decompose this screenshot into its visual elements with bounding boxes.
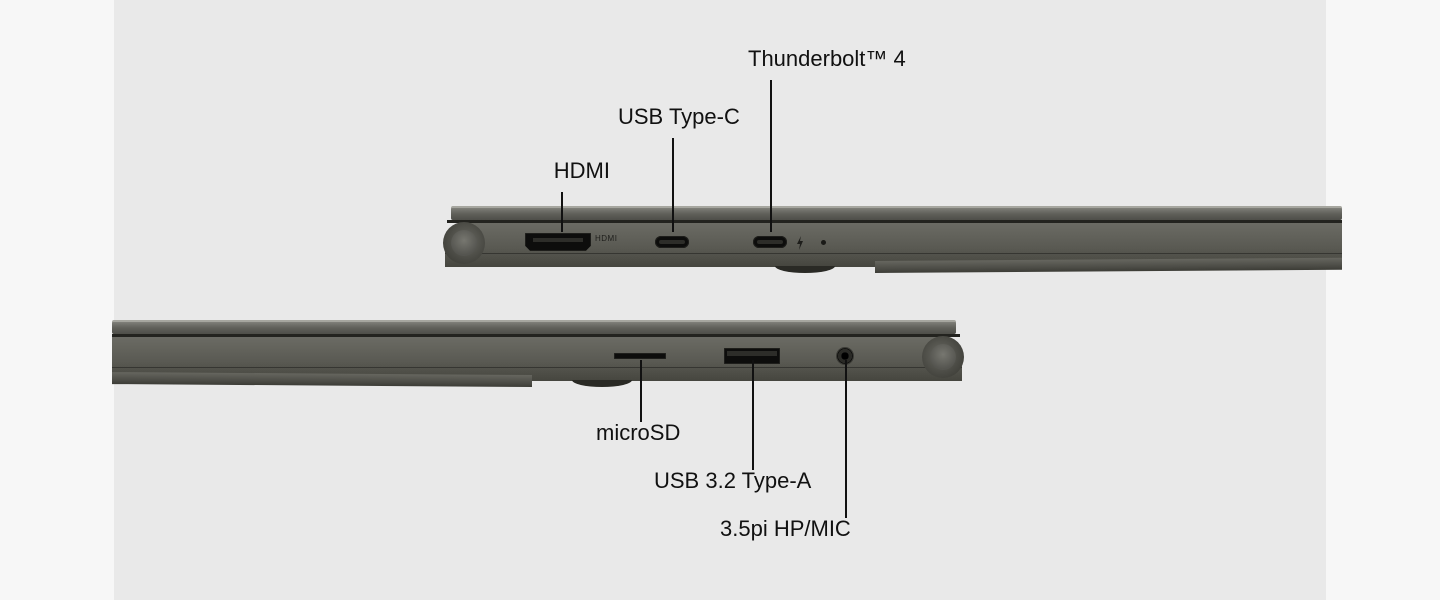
port-microsd [614,353,666,359]
label-hdmi: HDMI [502,158,610,184]
laptop-foot [775,266,835,273]
laptop-left-side: HDMI [445,206,1340,286]
label-thunderbolt4: Thunderbolt™ 4 [748,46,906,72]
page-margin-left [0,0,114,600]
port-diagram: HDMI HDMI USB Type-C Thunderbolt™ 4 micr… [0,0,1440,600]
leader-usb-c [672,138,674,232]
laptop-seam [112,367,962,368]
laptop-lid [112,320,956,334]
hdmi-engraving: HDMI [595,234,617,243]
laptop-lid [451,206,1342,220]
thunderbolt-icon [795,236,805,250]
port-usb-c [655,236,689,248]
laptop-foot [572,380,632,387]
port-hdmi [525,233,591,251]
leader-usb-a [752,360,754,470]
laptop-hinge [922,336,964,378]
leader-hdmi [561,192,563,232]
status-led [821,240,826,245]
laptop-far-edge [875,258,1342,273]
port-thunderbolt4 [753,236,787,248]
label-usb-a: USB 3.2 Type-A [654,468,811,494]
leader-microsd [640,360,642,422]
label-usb-c: USB Type-C [618,104,740,130]
laptop-seam [445,253,1342,254]
leader-audio-jack [845,360,847,518]
page-margin-right [1326,0,1440,600]
label-microsd: microSD [596,420,680,446]
laptop-right-side [114,320,962,400]
laptop-far-edge [112,372,532,387]
diagram-canvas [114,0,1326,600]
label-audio-jack: 3.5pi HP/MIC [720,516,851,542]
laptop-hinge [443,222,485,264]
leader-thunderbolt4 [770,80,772,232]
